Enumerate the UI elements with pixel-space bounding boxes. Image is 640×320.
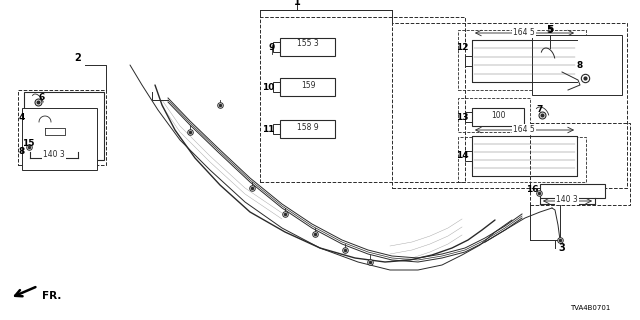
Text: 1: 1 [294,0,300,7]
Text: 7: 7 [537,106,543,115]
Text: 8: 8 [19,148,25,156]
Bar [273,42,280,52]
Bar [465,56,472,66]
Text: 9: 9 [269,43,275,52]
Text: 12: 12 [456,43,468,52]
Bar [465,112,472,122]
Bar [24,92,104,160]
Text: 16: 16 [525,186,538,195]
Bar [260,17,465,182]
Text: FR.: FR. [42,291,61,301]
Bar [472,108,524,126]
Bar [465,151,472,161]
Bar [30,138,90,152]
Bar [532,35,622,95]
Bar [540,184,605,198]
Text: 2: 2 [75,53,81,63]
Bar [22,108,97,170]
Text: 5: 5 [547,25,554,35]
Text: 13: 13 [456,113,468,122]
Text: 164 5: 164 5 [513,28,535,37]
Text: 140 3: 140 3 [556,196,578,204]
Bar [280,38,335,56]
Text: 164 5: 164 5 [513,125,535,134]
Text: TVA4B0701: TVA4B0701 [570,305,610,311]
Bar [458,137,586,182]
Bar [280,120,335,138]
Bar [18,90,106,165]
Text: 140 3: 140 3 [43,150,65,159]
Text: 5: 5 [547,26,553,35]
Text: 158 9: 158 9 [297,123,319,132]
Bar [472,136,577,176]
Text: 6: 6 [39,93,45,102]
Bar [472,40,577,82]
Bar [458,98,530,132]
Text: 11: 11 [262,124,275,133]
Text: 14: 14 [456,151,468,161]
Bar [273,124,280,134]
Bar [392,23,627,188]
Text: 155 3: 155 3 [297,39,319,49]
Bar [530,123,630,205]
Text: 159: 159 [301,81,316,90]
Bar [458,30,586,90]
Text: 10: 10 [262,83,274,92]
Text: 3: 3 [559,243,565,253]
Bar [273,82,280,92]
Text: 4: 4 [19,114,25,123]
Bar [280,78,335,96]
Text: 100: 100 [491,110,505,119]
Text: 15: 15 [22,139,35,148]
Text: 8: 8 [577,60,583,69]
